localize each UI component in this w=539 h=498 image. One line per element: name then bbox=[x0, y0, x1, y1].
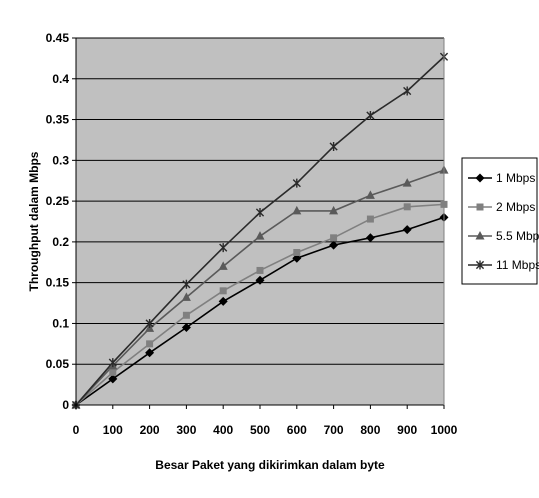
legend-marker-2 bbox=[475, 231, 485, 240]
series-2-point-3 bbox=[181, 292, 191, 301]
series-2-point-6 bbox=[292, 205, 302, 215]
legend-box bbox=[461, 157, 538, 285]
legend-marker-0 bbox=[475, 173, 485, 183]
x-tick-label-1: 100 bbox=[103, 423, 123, 437]
y-tick-label-4: 0.2 bbox=[52, 235, 69, 249]
series-3-point-1 bbox=[108, 358, 117, 368]
series-2-point-9 bbox=[402, 178, 412, 187]
series-0-point-9 bbox=[402, 225, 412, 235]
legend-label-1: 2 Mbps bbox=[496, 200, 535, 214]
legend: 1 Mbps 2 Mbps 5.5 Mbps 11 Mbps bbox=[461, 157, 539, 285]
y-tick-label-8: 0.4 bbox=[52, 72, 69, 86]
series-3-point-9 bbox=[403, 86, 412, 96]
x-tick-label-0: 0 bbox=[73, 423, 80, 437]
series-3-point-4 bbox=[219, 243, 228, 253]
y-tick-label-7: 0.35 bbox=[46, 113, 70, 127]
plot-background bbox=[76, 38, 444, 405]
series-3-point-6 bbox=[292, 178, 301, 188]
series-1-point-9 bbox=[403, 203, 411, 211]
series-0-point-3 bbox=[181, 323, 191, 333]
series-2-point-7 bbox=[329, 205, 339, 215]
x-tick-label-8: 800 bbox=[360, 423, 380, 437]
series-1-point-3 bbox=[182, 311, 190, 319]
y-tick-label-5: 0.25 bbox=[46, 194, 70, 208]
series-3-point-7 bbox=[329, 141, 338, 151]
y-tick-label-1: 0.05 bbox=[46, 357, 70, 371]
series-3-point-2 bbox=[145, 318, 154, 328]
series-0-point-1 bbox=[108, 374, 118, 384]
series-2-point-8 bbox=[365, 190, 375, 199]
y-tick-label-2: 0.1 bbox=[52, 316, 69, 330]
x-tick-label-3: 300 bbox=[176, 423, 196, 437]
series-1-point-6 bbox=[293, 248, 301, 256]
legend-label-2: 5.5 Mbps bbox=[496, 229, 539, 243]
series-1-point-5 bbox=[256, 266, 264, 274]
x-axis-title: Besar Paket yang dikirimkan dalam byte bbox=[155, 458, 385, 472]
x-tick-label-2: 200 bbox=[140, 423, 160, 437]
x-tick-label-10: 1000 bbox=[431, 423, 458, 437]
series-1-point-7 bbox=[330, 234, 338, 242]
y-tick-label-3: 0.15 bbox=[46, 276, 70, 290]
x-tick-label-9: 900 bbox=[397, 423, 417, 437]
x-tick-label-7: 700 bbox=[324, 423, 344, 437]
y-tick-label-9: 0.45 bbox=[46, 31, 70, 45]
y-tick-label-0: 0 bbox=[62, 398, 69, 412]
series-0-point-5 bbox=[255, 275, 265, 285]
legend-marker-3 bbox=[475, 260, 485, 270]
legend-label-0: 1 Mbps bbox=[496, 171, 535, 185]
legend-marker-1 bbox=[476, 203, 484, 211]
y-axis-title: Throughput dalam Mbps bbox=[27, 151, 41, 291]
series-0-point-6 bbox=[292, 253, 302, 263]
series-2-point-5 bbox=[255, 231, 265, 240]
x-tick-label-4: 400 bbox=[213, 423, 233, 437]
series-2-point-4 bbox=[218, 261, 228, 270]
series-0-point-4 bbox=[218, 296, 228, 306]
legend-label-3: 11 Mbps bbox=[496, 258, 539, 272]
series-0-point-2 bbox=[145, 348, 155, 358]
series-3-point-5 bbox=[255, 208, 265, 218]
y-tick-label-6: 0.3 bbox=[52, 153, 69, 167]
series-0-point-7 bbox=[329, 240, 339, 250]
series-1-point-1 bbox=[109, 368, 117, 376]
series-3-point-8 bbox=[366, 110, 375, 120]
series-3-point-3 bbox=[182, 279, 191, 289]
x-tick-label-6: 600 bbox=[287, 423, 307, 437]
series-0-point-8 bbox=[365, 233, 375, 243]
series-1-point-2 bbox=[146, 340, 154, 348]
series-1-point-4 bbox=[219, 287, 227, 295]
series-1-point-8 bbox=[366, 215, 374, 223]
x-tick-label-5: 500 bbox=[250, 423, 270, 437]
